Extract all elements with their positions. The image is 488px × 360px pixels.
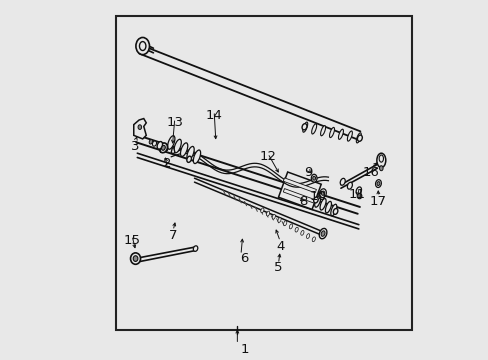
Ellipse shape bbox=[325, 201, 331, 213]
Ellipse shape bbox=[355, 187, 361, 194]
Ellipse shape bbox=[306, 234, 309, 238]
Ellipse shape bbox=[260, 208, 264, 213]
Ellipse shape bbox=[149, 140, 152, 144]
Ellipse shape bbox=[319, 189, 325, 198]
Polygon shape bbox=[283, 189, 316, 203]
Ellipse shape bbox=[378, 155, 383, 162]
Polygon shape bbox=[283, 178, 316, 193]
Ellipse shape bbox=[180, 143, 187, 157]
Text: 16: 16 bbox=[362, 166, 379, 179]
Ellipse shape bbox=[321, 191, 324, 195]
Ellipse shape bbox=[289, 224, 292, 229]
Polygon shape bbox=[278, 172, 321, 210]
Ellipse shape bbox=[283, 221, 286, 226]
Ellipse shape bbox=[356, 133, 361, 143]
Text: 2: 2 bbox=[163, 157, 172, 170]
Text: 12: 12 bbox=[259, 150, 276, 163]
Ellipse shape bbox=[193, 246, 197, 251]
Ellipse shape bbox=[329, 127, 334, 138]
Text: 10: 10 bbox=[309, 190, 325, 203]
Ellipse shape bbox=[186, 147, 194, 160]
Ellipse shape bbox=[130, 253, 140, 264]
Ellipse shape bbox=[346, 131, 352, 141]
Ellipse shape bbox=[314, 196, 320, 207]
Ellipse shape bbox=[133, 256, 138, 261]
Ellipse shape bbox=[266, 211, 269, 216]
Ellipse shape bbox=[138, 125, 142, 130]
Ellipse shape bbox=[321, 231, 325, 236]
Ellipse shape bbox=[313, 197, 318, 203]
Ellipse shape bbox=[302, 122, 307, 132]
Ellipse shape bbox=[340, 178, 345, 185]
Ellipse shape bbox=[376, 153, 385, 167]
Text: 1: 1 bbox=[240, 343, 248, 356]
Ellipse shape bbox=[333, 208, 337, 215]
Ellipse shape bbox=[167, 136, 175, 149]
Ellipse shape bbox=[272, 215, 275, 219]
Text: 15: 15 bbox=[123, 234, 140, 247]
Text: 3: 3 bbox=[131, 140, 140, 153]
Polygon shape bbox=[171, 148, 175, 154]
Ellipse shape bbox=[376, 182, 379, 185]
Ellipse shape bbox=[311, 174, 316, 182]
Ellipse shape bbox=[320, 126, 325, 136]
Ellipse shape bbox=[159, 143, 167, 153]
Text: 9: 9 bbox=[304, 166, 312, 179]
Text: 4: 4 bbox=[275, 240, 284, 253]
Polygon shape bbox=[134, 118, 146, 139]
Ellipse shape bbox=[136, 37, 149, 55]
Text: 14: 14 bbox=[205, 109, 222, 122]
Ellipse shape bbox=[300, 230, 304, 235]
Ellipse shape bbox=[375, 180, 381, 188]
Ellipse shape bbox=[320, 198, 325, 210]
Ellipse shape bbox=[193, 150, 200, 163]
Ellipse shape bbox=[186, 156, 191, 162]
Ellipse shape bbox=[302, 123, 306, 130]
Ellipse shape bbox=[157, 141, 162, 149]
Ellipse shape bbox=[319, 228, 326, 239]
Text: 8: 8 bbox=[299, 195, 307, 208]
Ellipse shape bbox=[338, 129, 343, 139]
Ellipse shape bbox=[379, 166, 382, 171]
Ellipse shape bbox=[346, 182, 352, 189]
Ellipse shape bbox=[139, 41, 145, 50]
FancyBboxPatch shape bbox=[116, 16, 411, 330]
Ellipse shape bbox=[152, 141, 156, 146]
Ellipse shape bbox=[312, 176, 315, 180]
Text: 11: 11 bbox=[348, 188, 365, 201]
Text: 17: 17 bbox=[369, 195, 386, 208]
Text: 13: 13 bbox=[166, 116, 183, 129]
Text: 7: 7 bbox=[168, 229, 177, 242]
Text: 6: 6 bbox=[240, 252, 248, 265]
Ellipse shape bbox=[357, 135, 362, 141]
Ellipse shape bbox=[161, 145, 165, 150]
Ellipse shape bbox=[356, 193, 361, 199]
Ellipse shape bbox=[311, 124, 316, 134]
Ellipse shape bbox=[330, 204, 336, 216]
Ellipse shape bbox=[311, 237, 315, 242]
Ellipse shape bbox=[294, 227, 298, 232]
Ellipse shape bbox=[277, 217, 281, 222]
Ellipse shape bbox=[174, 139, 181, 153]
Text: 5: 5 bbox=[274, 261, 282, 274]
